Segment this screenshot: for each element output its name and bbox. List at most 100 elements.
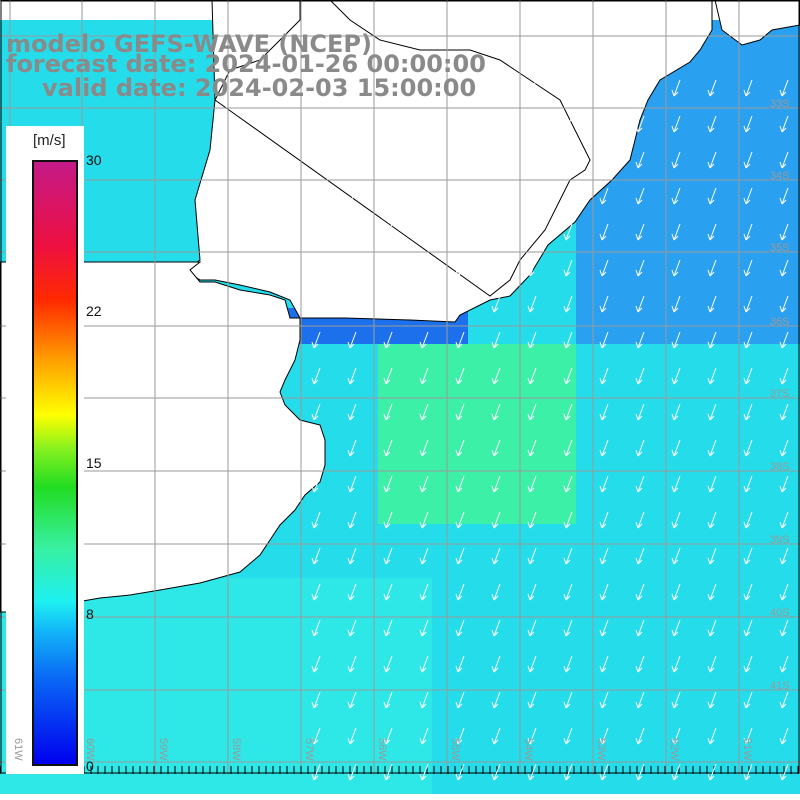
wind-cell	[756, 614, 774, 632]
wind-arrow	[347, 619, 357, 637]
wind-cell	[144, 92, 162, 110]
wind-cell	[522, 362, 540, 380]
wind-cell	[162, 218, 180, 236]
wind-arrow	[455, 151, 465, 169]
wind-cell	[792, 434, 800, 452]
wind-arrow	[311, 547, 321, 565]
wind-cell	[342, 434, 360, 452]
wind-cell	[612, 398, 630, 416]
wind-arrow	[419, 439, 429, 457]
wind-cell	[756, 668, 774, 686]
wind-cell	[432, 470, 450, 488]
wind-cell	[720, 740, 738, 758]
wind-cell	[648, 344, 666, 362]
wind-cell	[468, 488, 486, 506]
wind-cell	[108, 650, 126, 668]
wind-cell	[36, 776, 54, 794]
wind-cell	[612, 380, 630, 398]
wind-cell	[414, 488, 432, 506]
wind-cell	[684, 704, 702, 722]
wind-cell	[630, 524, 648, 542]
wind-cell	[684, 362, 702, 380]
wind-cell	[738, 308, 756, 326]
wind-cell	[684, 74, 702, 92]
wind-cell	[504, 722, 522, 740]
wind-cell	[252, 722, 270, 740]
wind-cell	[666, 272, 684, 290]
wind-cell	[792, 92, 800, 110]
wind-cell	[72, 56, 90, 74]
wind-arrow	[527, 403, 537, 421]
wind-cell	[522, 452, 540, 470]
wind-cell	[558, 344, 576, 362]
wind-arrow	[779, 331, 789, 349]
wind-cell	[432, 398, 450, 416]
wind-arrow	[743, 439, 753, 457]
wind-cell	[144, 182, 162, 200]
wind-cell	[144, 614, 162, 632]
wind-cell	[684, 128, 702, 146]
wind-cell	[324, 740, 342, 758]
wind-arrow	[779, 187, 789, 205]
wind-arrow	[563, 367, 573, 385]
wind-cell	[216, 650, 234, 668]
wind-cell	[684, 632, 702, 650]
wind-cell	[684, 434, 702, 452]
wind-cell	[126, 686, 144, 704]
wind-cell	[126, 182, 144, 200]
wind-cell	[342, 416, 360, 434]
wind-arrow	[527, 727, 537, 745]
wind-arrow	[599, 727, 609, 745]
wind-cell	[360, 416, 378, 434]
wind-cell	[756, 416, 774, 434]
wind-cell	[450, 434, 468, 452]
wind-cell	[342, 452, 360, 470]
wind-cell	[126, 668, 144, 686]
wind-cell	[666, 182, 684, 200]
wind-cell	[612, 740, 630, 758]
wind-cell	[792, 182, 800, 200]
wind-cell	[774, 110, 792, 128]
wind-cell	[702, 56, 720, 74]
wind-cell	[450, 650, 468, 668]
wind-cell	[666, 740, 684, 758]
latitude-label: 41S	[770, 680, 790, 692]
wind-arrow	[779, 367, 789, 385]
wind-cell	[576, 470, 594, 488]
wind-cell	[702, 452, 720, 470]
wind-cell	[18, 110, 36, 128]
wind-cell	[702, 272, 720, 290]
wind-cell	[648, 740, 666, 758]
wind-cell	[756, 128, 774, 146]
wind-cell	[648, 380, 666, 398]
wind-cell	[144, 596, 162, 614]
wind-cell	[666, 722, 684, 740]
wind-cell	[666, 632, 684, 650]
wind-arrow	[779, 763, 789, 781]
wind-cell	[378, 578, 396, 596]
wind-arrow	[563, 187, 573, 205]
wind-cell	[720, 542, 738, 560]
wind-cell	[774, 308, 792, 326]
wind-cell	[756, 578, 774, 596]
wind-cell	[90, 200, 108, 218]
wind-cell	[792, 290, 800, 308]
wind-cell	[558, 650, 576, 668]
wind-cell	[792, 578, 800, 596]
wind-cell	[486, 344, 504, 362]
wind-arrow	[527, 619, 537, 637]
wind-cell	[648, 200, 666, 218]
wind-cell	[630, 380, 648, 398]
wind-cell	[630, 398, 648, 416]
wind-cell	[432, 614, 450, 632]
wind-cell	[252, 578, 270, 596]
wind-cell	[648, 308, 666, 326]
wind-cell	[432, 344, 450, 362]
wind-cell	[216, 686, 234, 704]
wind-cell	[594, 488, 612, 506]
wind-cell	[180, 596, 198, 614]
wind-cell	[738, 164, 756, 182]
wind-cell	[540, 506, 558, 524]
wind-cell	[648, 650, 666, 668]
wind-arrow	[599, 151, 609, 169]
